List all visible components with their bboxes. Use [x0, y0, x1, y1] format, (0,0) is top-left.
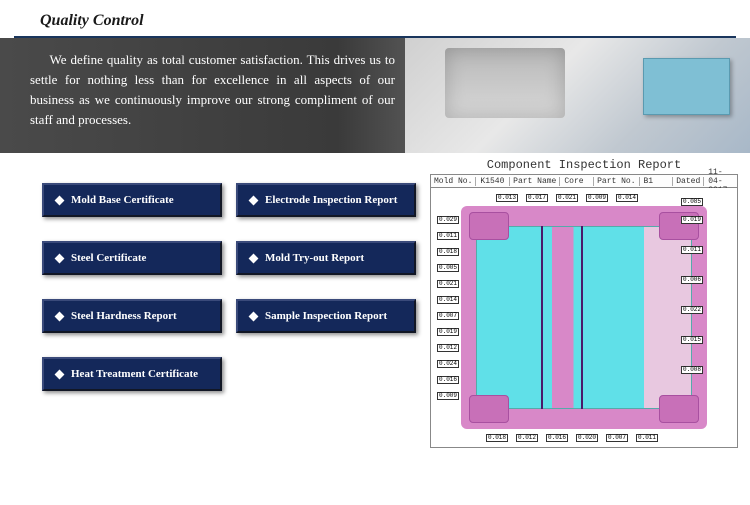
corner-block: [659, 395, 699, 423]
dimension-callout: 0.012: [516, 434, 538, 442]
button-label: Steel Hardness Report: [71, 310, 177, 322]
mold-no-value: K1540: [476, 177, 510, 186]
dimension-callout: 0.014: [437, 296, 459, 304]
dimension-callout: 0.012: [437, 344, 459, 352]
diamond-bullet-icon: [55, 253, 65, 263]
button-col-2: Electrode Inspection Report Mold Try-out …: [236, 183, 416, 448]
dimension-callout: 0.022: [681, 306, 703, 314]
dimension-callout: 0.011: [681, 246, 703, 254]
diamond-bullet-icon: [55, 369, 65, 379]
corner-block: [469, 212, 509, 240]
button-label: Sample Inspection Report: [265, 310, 387, 322]
button-col-1: Mold Base Certificate Steel Certificate St…: [42, 183, 222, 448]
dimension-callout: 0.085: [681, 198, 703, 206]
dimension-callout: 0.005: [437, 264, 459, 272]
part-name-label: Part Name: [510, 177, 560, 186]
report-meta-row: Mold No. K1540 Part Name Core Part No. B…: [430, 174, 738, 188]
diamond-bullet-icon: [249, 311, 259, 321]
button-label: Mold Base Certificate: [71, 194, 174, 206]
button-label: Steel Certificate: [71, 252, 146, 264]
dimension-callout: 0.006: [681, 276, 703, 284]
mold-no-label: Mold No.: [431, 177, 476, 186]
dimension-callout: 0.018: [486, 434, 508, 442]
report-title: Component Inspection Report: [430, 158, 738, 172]
button-label: Mold Try-out Report: [265, 252, 364, 264]
qc-button-col2-1[interactable]: Mold Try-out Report: [236, 241, 416, 275]
dimension-callout: 0.011: [636, 434, 658, 442]
page-title: Quality Control: [14, 0, 736, 38]
qc-button-col2-0[interactable]: Electrode Inspection Report: [236, 183, 416, 217]
dimension-callout: 0.018: [437, 248, 459, 256]
corner-block: [469, 395, 509, 423]
dimension-callout: 0.009: [437, 392, 459, 400]
diamond-bullet-icon: [249, 253, 259, 263]
dimension-callout: 0.011: [437, 232, 459, 240]
dimension-callout: 0.020: [576, 434, 598, 442]
qc-button-col1-0[interactable]: Mold Base Certificate: [42, 183, 222, 217]
hero-band: We define quality as total customer sati…: [0, 38, 750, 153]
report-diagram: 0.029 0.011 0.018 0.005 0.021 0.014 0.007 0.019…: [430, 188, 738, 448]
dimension-callout: 0.015: [681, 336, 703, 344]
dimension-callout: 0.016: [546, 434, 568, 442]
diagram-cavity: [476, 226, 692, 409]
hero-image: [405, 38, 750, 153]
dated-label: Dated: [673, 177, 704, 186]
diamond-bullet-icon: [55, 195, 65, 205]
qc-button-col1-2[interactable]: Steel Hardness Report: [42, 299, 222, 333]
lower-section: Mold Base Certificate Steel Certificate St…: [0, 153, 750, 448]
dimension-callout: 0.017: [526, 194, 548, 202]
dimension-callout: 0.014: [616, 194, 638, 202]
dimension-callout: 0.013: [496, 194, 518, 202]
dimension-callout: 0.007: [606, 434, 628, 442]
dimension-callout: 0.021: [437, 280, 459, 288]
hero-text: We define quality as total customer sati…: [0, 38, 405, 153]
dimension-callout: 0.009: [586, 194, 608, 202]
dimension-callout: 0.024: [437, 360, 459, 368]
inspection-report-panel: Component Inspection Report Mold No. K15…: [430, 158, 738, 448]
part-no-value: B1: [640, 177, 674, 186]
dimension-callout: 0.016: [437, 376, 459, 384]
button-label: Heat Treatment Certificate: [71, 368, 198, 380]
dimension-callout: 0.007: [437, 312, 459, 320]
qc-button-col2-2[interactable]: Sample Inspection Report: [236, 299, 416, 333]
dimension-callout: 0.021: [556, 194, 578, 202]
dimension-callout: 0.029: [437, 216, 459, 224]
button-columns: Mold Base Certificate Steel Certificate St…: [0, 183, 430, 448]
dimension-callout: 0.008: [681, 366, 703, 374]
qc-button-col1-3[interactable]: Heat Treatment Certificate: [42, 357, 222, 391]
qc-button-col1-1[interactable]: Steel Certificate: [42, 241, 222, 275]
diamond-bullet-icon: [249, 195, 259, 205]
button-label: Electrode Inspection Report: [265, 194, 397, 206]
part-no-label: Part No.: [594, 177, 639, 186]
diamond-bullet-icon: [55, 311, 65, 321]
diagram-vline: [581, 226, 583, 409]
dimension-callout: 0.019: [681, 216, 703, 224]
dimension-callout: 0.019: [437, 328, 459, 336]
diagram-vline: [541, 226, 543, 409]
part-name-value: Core: [560, 177, 594, 186]
